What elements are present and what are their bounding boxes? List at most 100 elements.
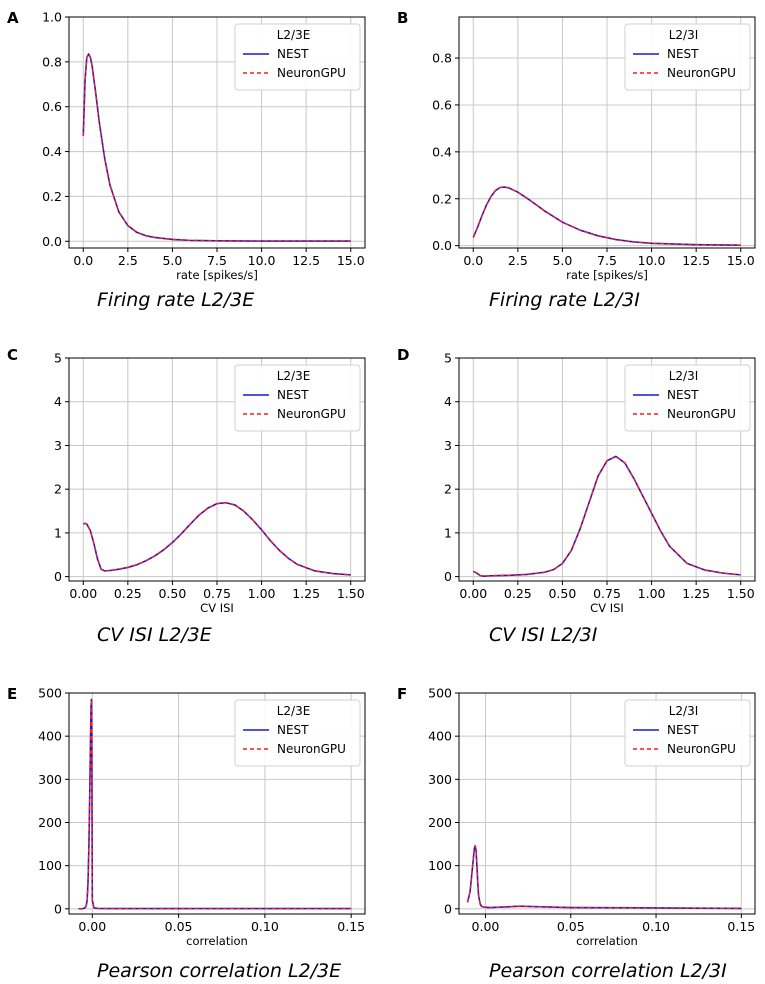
panel-label: E: [7, 685, 17, 703]
panel-caption: Firing rate L2/3E: [97, 289, 254, 311]
x-axis-label: correlation: [576, 934, 638, 948]
legend-title: L2/3E: [277, 369, 311, 383]
legend-label-nest: NEST: [277, 47, 309, 61]
legend-label-neurongpu: NeuronGPU: [277, 407, 346, 421]
legend: L2/3E NEST NeuronGPU: [234, 699, 361, 767]
panel-c: C 0.00 0.25 0.50 0.75 1.00 1.25 1.50 0 1 2 3 4 5 CV IS…: [7, 346, 366, 646]
x-tick-label: 0.25: [504, 586, 532, 601]
x-tick-label: 5.0: [552, 253, 572, 268]
legend-label-nest: NEST: [667, 47, 699, 61]
y-tick-label: 3: [54, 438, 62, 453]
y-tick-label: 500: [428, 686, 452, 701]
x-tick-label: 0.50: [548, 586, 576, 601]
series-line-neurongpu: [466, 845, 742, 910]
legend-label-nest: NEST: [667, 723, 699, 737]
x-axis-label: CV ISI: [590, 601, 624, 615]
y-tick-label: 0: [54, 901, 62, 916]
panel-caption: CV ISI L2/3I: [489, 624, 598, 646]
y-tick-label: 0.0: [42, 234, 62, 249]
y-tick-label: 300: [38, 772, 62, 787]
y-tick-label: 4: [54, 394, 62, 409]
x-tick-label: 0.15: [337, 919, 365, 934]
x-tick-label: 2.5: [508, 253, 528, 268]
x-tick-label: 7.5: [207, 253, 227, 268]
legend-title: L2/3I: [669, 28, 699, 42]
x-axis-label: rate [spikes/s]: [176, 268, 258, 282]
panel-label: C: [7, 346, 18, 364]
y-tick-label: 200: [38, 815, 62, 830]
panel-caption: Firing rate L2/3I: [489, 289, 640, 311]
legend-label-neurongpu: NeuronGPU: [667, 66, 736, 80]
y-tick-label: 2: [444, 482, 452, 497]
panel-caption: Pearson correlation L2/3E: [97, 960, 341, 982]
panel-a: A 0.0 2.5 5.0 7.5 10.0 12.5 15.0 0.0 0.2 0.4 0.6 0.8…: [7, 9, 366, 311]
y-tick-label: 4: [444, 394, 452, 409]
x-tick-label: 15.0: [337, 253, 365, 268]
y-tick-label: 0.2: [432, 191, 452, 206]
y-tick-label: 200: [428, 815, 452, 830]
legend-title: L2/3I: [669, 369, 699, 383]
y-tick-label: 100: [38, 858, 62, 873]
x-tick-label: 1.25: [292, 586, 320, 601]
legend-label-nest: NEST: [667, 388, 699, 402]
x-tick-label: 0.75: [593, 586, 621, 601]
panel-label: B: [397, 9, 408, 27]
y-tick-label: 0.2: [42, 189, 62, 204]
x-tick-label: 0.05: [165, 919, 193, 934]
x-tick-label: 0.05: [557, 919, 585, 934]
y-tick-label: 5: [444, 351, 452, 366]
x-tick-label: 0.0: [73, 253, 93, 268]
y-tick-label: 0.6: [432, 97, 452, 112]
x-tick-label: 10.0: [638, 253, 666, 268]
y-tick-label: 300: [428, 772, 452, 787]
x-tick-label: 5.0: [162, 253, 182, 268]
series-line-neurongpu: [82, 53, 351, 242]
series-line-neurongpu: [78, 698, 352, 910]
y-tick-label: 0: [54, 569, 62, 584]
series-line-neurongpu: [472, 455, 741, 577]
panel-b: B 0.0 2.5 5.0 7.5 10.0 12.5 15.0 0.0 0.2 0.4 0.6 0.8…: [397, 9, 756, 311]
y-tick-label: 100: [428, 858, 452, 873]
legend-label-neurongpu: NeuronGPU: [667, 407, 736, 421]
legend-title: L2/3I: [669, 704, 699, 718]
x-tick-label: 15.0: [727, 253, 755, 268]
y-tick-label: 0.4: [432, 144, 452, 159]
x-tick-label: 1.50: [727, 586, 755, 601]
legend: L2/3I NEST NeuronGPU: [624, 23, 751, 91]
legend: L2/3I NEST NeuronGPU: [624, 699, 751, 767]
legend-label-nest: NEST: [277, 723, 309, 737]
panel-label: A: [7, 9, 19, 27]
x-tick-label: 1.00: [638, 586, 666, 601]
legend-label-neurongpu: NeuronGPU: [277, 742, 346, 756]
y-tick-label: 0.0: [432, 238, 452, 253]
y-tick-label: 5: [54, 351, 62, 366]
y-tick-label: 0.4: [42, 144, 62, 159]
x-tick-label: 0.00: [459, 586, 487, 601]
series-line-nest: [466, 845, 742, 910]
x-tick-label: 0.10: [642, 919, 670, 934]
x-tick-label: 0.50: [158, 586, 186, 601]
y-tick-label: 1: [54, 525, 62, 540]
x-tick-label: 0.15: [727, 919, 755, 934]
legend-label-neurongpu: NeuronGPU: [277, 66, 346, 80]
x-tick-label: 0.10: [251, 919, 279, 934]
x-tick-label: 12.5: [292, 253, 320, 268]
y-tick-label: 3: [444, 438, 452, 453]
x-tick-label: 0.00: [78, 919, 106, 934]
series-line-neurongpu: [472, 186, 741, 246]
x-axis-label: correlation: [186, 934, 248, 948]
y-tick-label: 400: [428, 729, 452, 744]
panel-caption: Pearson correlation L2/3I: [489, 960, 727, 982]
panel-e: E 0.00 0.05 0.10 0.15 0 100 200 300 400 500 correla…: [7, 685, 366, 982]
legend-title: L2/3E: [277, 28, 311, 42]
panel-d: D 0.00 0.25 0.50 0.75 1.00 1.25 1.50 0 1 2 3 4 5 CV IS…: [397, 346, 756, 646]
legend-label-neurongpu: NeuronGPU: [667, 742, 736, 756]
legend: L2/3E NEST NeuronGPU: [234, 364, 361, 432]
y-tick-label: 2: [54, 482, 62, 497]
y-tick-label: 1.0: [42, 10, 62, 25]
series-line-neurongpu: [82, 502, 351, 576]
axes-frame: [68, 692, 366, 915]
legend: L2/3E NEST NeuronGPU: [234, 23, 361, 91]
y-tick-label: 0: [444, 569, 452, 584]
